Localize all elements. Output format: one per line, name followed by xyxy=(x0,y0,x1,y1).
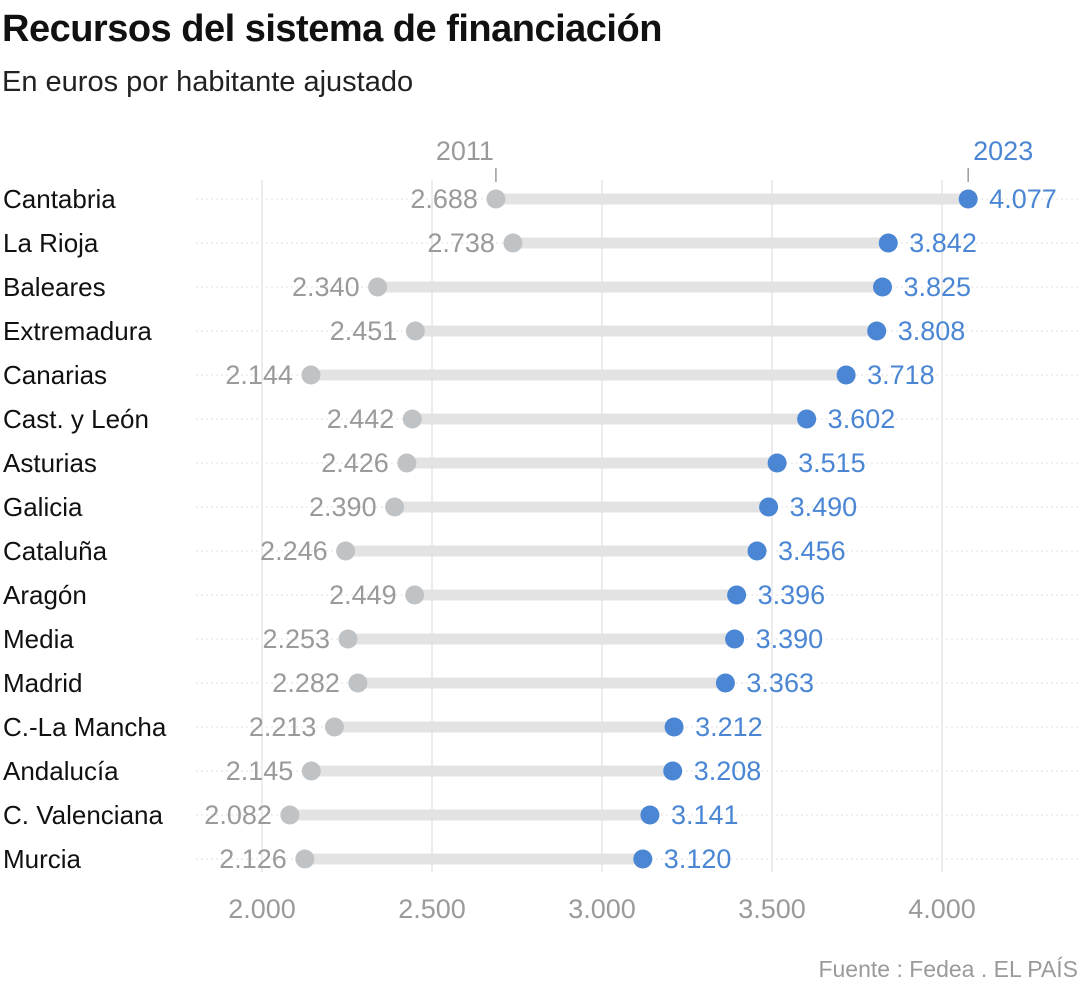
category-label: Media xyxy=(3,624,74,654)
category-label: Madrid xyxy=(3,668,82,698)
category-label: La Rioja xyxy=(3,228,99,258)
source-note: Fuente : Fedea . EL PAÍS xyxy=(818,956,1078,982)
gridlines xyxy=(261,180,943,872)
value-label-2023: 3.808 xyxy=(898,316,966,346)
value-label-2011: 2.340 xyxy=(292,272,360,302)
value-label-2011: 2.442 xyxy=(327,404,395,434)
value-label-2023: 3.396 xyxy=(758,580,826,610)
x-tick-label: 3.500 xyxy=(738,894,806,924)
dot-2011 xyxy=(402,409,422,429)
value-label-2011: 2.144 xyxy=(225,360,293,390)
dot-2011 xyxy=(301,761,321,781)
category-label: Galicia xyxy=(3,492,83,522)
value-label-2023: 3.363 xyxy=(746,668,814,698)
dot-2023 xyxy=(633,849,653,869)
chart-title: Recursos del sistema de financiación xyxy=(2,8,662,50)
chart-marks: Cantabria 2.688 4.077 La Rioja 2.738 3.842 Bal… xyxy=(3,184,1057,874)
value-label-2023: 4.077 xyxy=(989,184,1057,214)
value-label-2011: 2.213 xyxy=(249,712,317,742)
dot-2011 xyxy=(301,365,321,385)
value-label-2011: 2.253 xyxy=(262,624,330,654)
category-label: Cantabria xyxy=(3,184,116,214)
dot-2023 xyxy=(878,233,898,253)
dot-2011 xyxy=(348,673,368,693)
value-label-2023: 3.490 xyxy=(790,492,858,522)
value-label-2011: 2.246 xyxy=(260,536,328,566)
dot-2023 xyxy=(715,673,735,693)
dot-2011 xyxy=(397,453,417,473)
dot-2023 xyxy=(873,277,892,297)
x-tick-label: 2.000 xyxy=(228,894,296,924)
value-label-2023: 3.212 xyxy=(695,712,763,742)
dot-2023 xyxy=(958,189,978,209)
dot-2023 xyxy=(664,717,684,737)
dot-2023 xyxy=(797,409,817,429)
x-tick-label: 4.000 xyxy=(908,894,976,924)
legend-2023-label: 2023 xyxy=(973,136,1033,166)
legend-2011-label: 2011 xyxy=(436,136,494,166)
dot-2023 xyxy=(725,629,745,649)
value-label-2011: 2.449 xyxy=(329,580,397,610)
dot-2023 xyxy=(759,497,779,517)
value-label-2023: 3.390 xyxy=(756,624,824,654)
value-label-2023: 3.718 xyxy=(867,360,935,390)
value-label-2023: 3.825 xyxy=(904,272,972,302)
dot-2011 xyxy=(324,717,344,737)
category-label: Asturias xyxy=(3,448,97,478)
value-label-2023: 3.602 xyxy=(828,404,896,434)
dot-2023 xyxy=(747,541,767,561)
category-label: Cast. y León xyxy=(3,404,149,434)
value-label-2011: 2.738 xyxy=(427,228,495,258)
x-axis-ticks: 2.000 2.500 3.000 3.500 4.000 xyxy=(228,894,976,924)
dot-2011 xyxy=(295,849,315,869)
category-label: Canarias xyxy=(3,360,107,390)
category-label: Murcia xyxy=(3,844,82,874)
dot-2011 xyxy=(405,321,425,341)
value-label-2023: 3.120 xyxy=(664,844,732,874)
x-tick-label: 3.000 xyxy=(568,894,636,924)
value-label-2011: 2.390 xyxy=(309,492,377,522)
value-label-2011: 2.082 xyxy=(204,800,272,830)
value-label-2023: 3.208 xyxy=(694,756,762,786)
category-label: Andalucía xyxy=(3,756,119,786)
value-label-2011: 2.145 xyxy=(226,756,294,786)
category-label: C. Valenciana xyxy=(3,800,163,830)
dot-2023 xyxy=(640,805,660,825)
dot-2011 xyxy=(336,541,356,561)
category-label: Cataluña xyxy=(3,536,108,566)
dot-2023 xyxy=(727,585,747,605)
value-label-2023: 3.141 xyxy=(671,800,739,830)
value-label-2011: 2.282 xyxy=(272,668,340,698)
chart-subtitle: En euros por habitante ajustado xyxy=(2,66,414,98)
value-label-2011: 2.126 xyxy=(219,844,287,874)
dot-2011 xyxy=(338,629,358,649)
dot-2023 xyxy=(663,761,683,781)
value-label-2023: 3.842 xyxy=(909,228,977,258)
dot-2011 xyxy=(405,585,425,605)
value-label-2011: 2.451 xyxy=(330,316,398,346)
category-label: C.-La Mancha xyxy=(3,712,167,742)
dot-2011 xyxy=(368,277,388,297)
category-label: Baleares xyxy=(3,272,106,302)
category-label: Aragón xyxy=(3,580,87,610)
category-label: Extremadura xyxy=(3,316,152,346)
dot-2011 xyxy=(280,805,300,825)
dot-2023 xyxy=(767,453,787,473)
value-label-2023: 3.515 xyxy=(798,448,866,478)
year-legend: 2011 2023 xyxy=(436,136,1033,182)
value-label-2011: 2.426 xyxy=(321,448,389,478)
x-tick-label: 2.500 xyxy=(398,894,466,924)
dot-2011 xyxy=(486,189,506,209)
value-label-2023: 3.456 xyxy=(778,536,846,566)
value-label-2011: 2.688 xyxy=(410,184,478,214)
dot-2023 xyxy=(836,365,856,385)
dot-2023 xyxy=(867,321,887,341)
dot-2011 xyxy=(385,497,405,517)
dot-2011 xyxy=(503,233,523,253)
